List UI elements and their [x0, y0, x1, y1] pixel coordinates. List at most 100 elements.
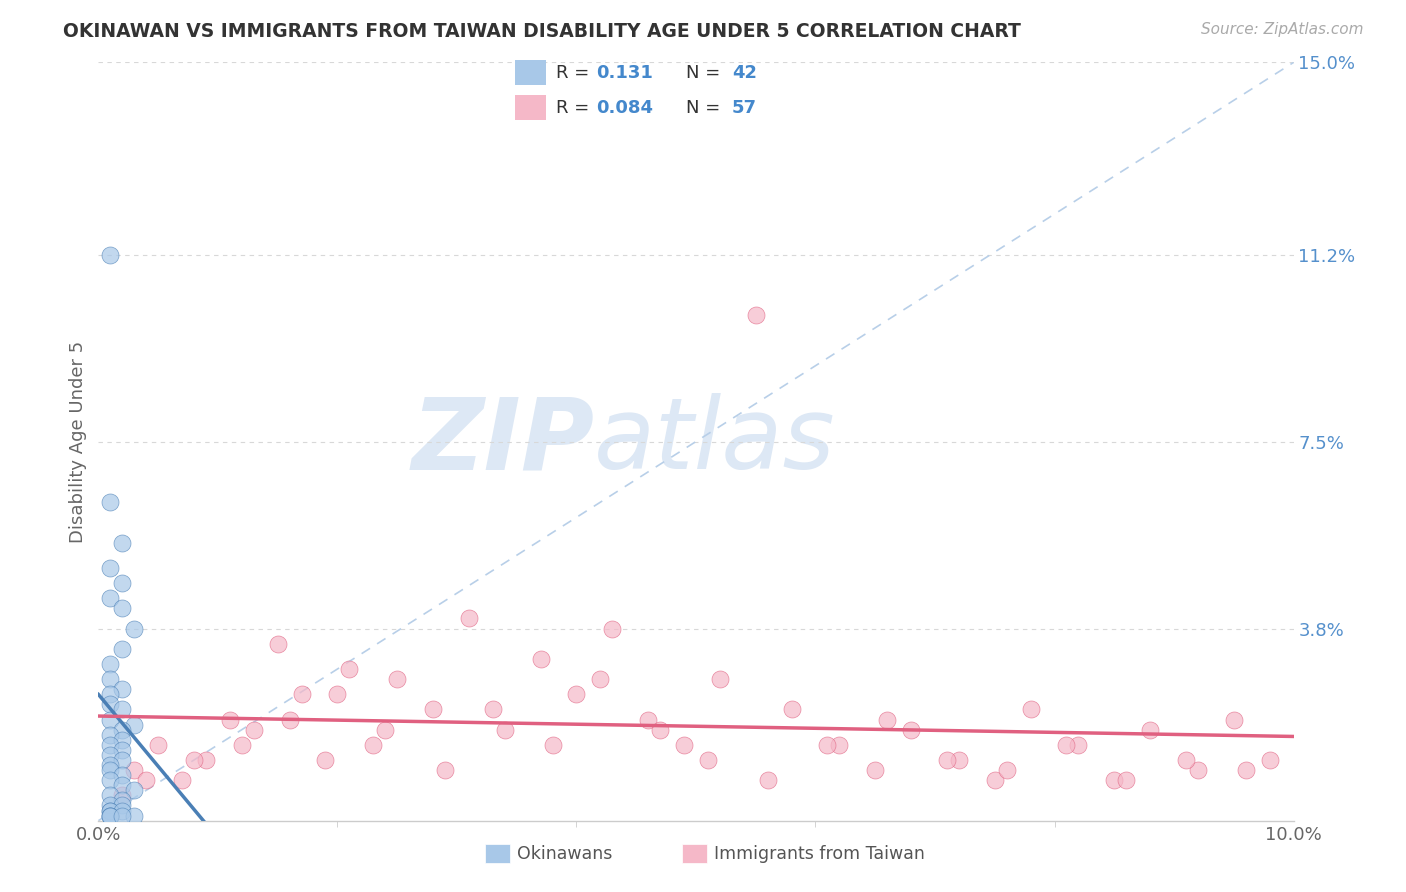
Point [172, 773, 194, 788]
Point [565, 687, 588, 701]
Point [1258, 753, 1281, 767]
Point [98, 687, 122, 701]
Point [458, 611, 481, 625]
Point [1234, 763, 1257, 777]
Point [183, 753, 205, 767]
Text: OKINAWAN VS IMMIGRANTS FROM TAIWAN DISABILITY AGE UNDER 5 CORRELATION CHART: OKINAWAN VS IMMIGRANTS FROM TAIWAN DISAB… [63, 22, 1021, 41]
Point [98, 808, 122, 822]
Point [124, 783, 146, 797]
Point [494, 723, 516, 737]
Point [111, 743, 134, 757]
Point [530, 652, 553, 666]
Point [111, 535, 134, 549]
Bar [516, 61, 547, 86]
Text: 42: 42 [733, 64, 756, 82]
Point [148, 738, 170, 752]
Point [98, 747, 122, 762]
Point [98, 773, 122, 788]
Point [195, 753, 218, 767]
Point [602, 622, 624, 636]
Point [111, 601, 134, 615]
Point [111, 778, 134, 792]
Point [124, 808, 146, 822]
Point [98, 672, 122, 686]
Text: N =: N = [686, 99, 725, 117]
Point [98, 763, 122, 777]
Text: 0.084: 0.084 [596, 99, 652, 117]
Point [637, 713, 659, 727]
Point [111, 793, 134, 807]
Point [98, 738, 122, 752]
Point [1019, 702, 1042, 716]
Point [1223, 713, 1246, 727]
Point [111, 753, 134, 767]
Point [589, 672, 612, 686]
Point [865, 763, 887, 777]
Point [111, 804, 134, 818]
Point [948, 753, 970, 767]
Point [422, 702, 444, 716]
Point [780, 702, 803, 716]
Point [385, 672, 409, 686]
Point [326, 687, 349, 701]
Point [1187, 763, 1209, 777]
Point [900, 723, 922, 737]
Point [98, 561, 122, 575]
Point [111, 682, 134, 697]
Point [98, 804, 122, 818]
Point [111, 702, 134, 716]
Point [756, 773, 779, 788]
Point [219, 713, 242, 727]
Point [111, 768, 134, 782]
Point [315, 753, 337, 767]
Point [984, 773, 1007, 788]
Point [1175, 753, 1198, 767]
Point [98, 698, 122, 712]
Point [374, 723, 396, 737]
Point [673, 738, 696, 752]
Point [124, 763, 146, 777]
Point [876, 713, 898, 727]
Point [111, 789, 134, 803]
Point [363, 738, 385, 752]
Point [124, 717, 146, 731]
Point [650, 723, 672, 737]
Text: Source: ZipAtlas.com: Source: ZipAtlas.com [1201, 22, 1364, 37]
Point [434, 763, 457, 777]
Text: Okinawans: Okinawans [517, 845, 613, 863]
Point [98, 808, 122, 822]
Point [1056, 738, 1078, 752]
Point [111, 732, 134, 747]
Point [98, 591, 122, 606]
Text: ZIP: ZIP [412, 393, 595, 490]
Text: Immigrants from Taiwan: Immigrants from Taiwan [714, 845, 925, 863]
Point [111, 808, 134, 822]
Text: N =: N = [686, 64, 725, 82]
Point [98, 495, 122, 509]
Point [111, 576, 134, 591]
Text: 0.131: 0.131 [596, 64, 652, 82]
Point [828, 738, 851, 752]
Point [936, 753, 959, 767]
Point [278, 713, 301, 727]
Y-axis label: Disability Age Under 5: Disability Age Under 5 [69, 341, 87, 542]
Point [98, 798, 122, 813]
Point [98, 657, 122, 671]
Point [745, 308, 768, 322]
Point [1139, 723, 1161, 737]
Point [98, 789, 122, 803]
Point [697, 753, 720, 767]
Point [98, 728, 122, 742]
Point [815, 738, 838, 752]
Point [98, 758, 122, 772]
Text: atlas: atlas [595, 393, 837, 490]
Point [1067, 738, 1090, 752]
Point [1104, 773, 1126, 788]
Point [995, 763, 1018, 777]
Point [111, 641, 134, 656]
Point [291, 687, 314, 701]
Point [709, 672, 731, 686]
Point [541, 738, 564, 752]
Point [243, 723, 266, 737]
Point [124, 622, 146, 636]
